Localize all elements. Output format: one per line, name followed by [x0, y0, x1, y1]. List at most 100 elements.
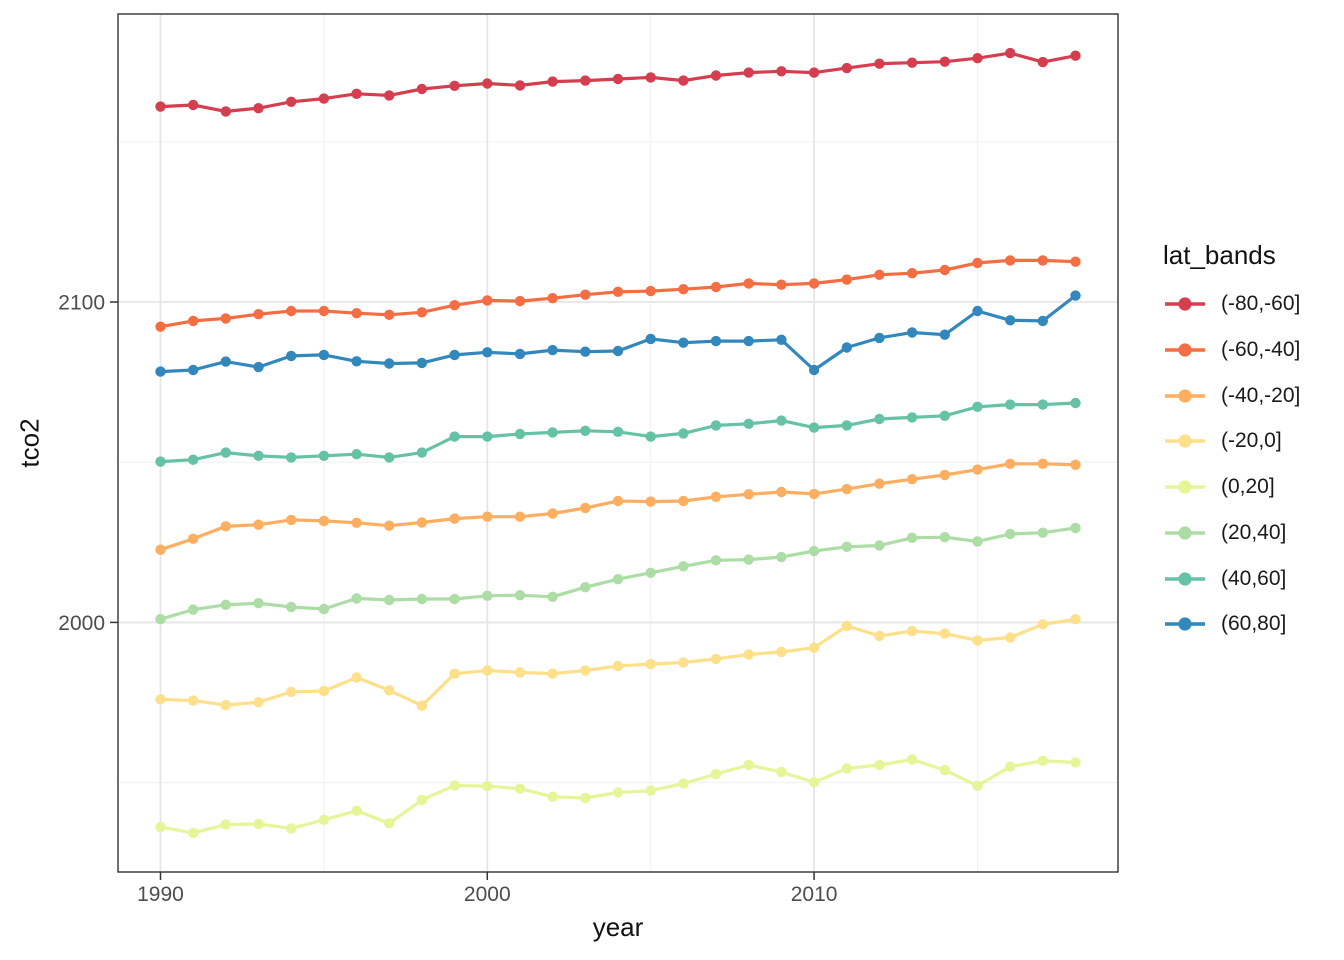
data-point-(60,80] — [220, 356, 231, 367]
data-point-(20,40] — [874, 540, 885, 551]
x-tick-label: 2010 — [791, 883, 838, 906]
data-point-(20,40] — [906, 532, 918, 543]
data-point-(-80,-60] — [318, 93, 330, 104]
data-point-(-40,-20] — [547, 508, 558, 519]
data-point-(40,60] — [841, 420, 852, 431]
data-point-(-40,-20] — [351, 517, 362, 528]
y-axis-title: tco2 — [14, 418, 45, 468]
data-point-(-60,-40] — [1037, 255, 1049, 266]
data-point-(20,40] — [318, 603, 330, 615]
data-point-(0,20] — [547, 791, 558, 802]
legend-label: (-40,-20] — [1221, 383, 1301, 407]
legend-item-(40,60]: (40,60] — [1163, 556, 1286, 602]
legend-key-point — [1178, 297, 1192, 311]
data-point-(40,60] — [253, 450, 264, 461]
data-point-(60,80] — [416, 357, 428, 369]
data-point-(-20,0] — [678, 657, 689, 668]
data-point-(40,60] — [547, 427, 558, 438]
data-point-(60,80] — [808, 364, 820, 376]
data-point-(40,60] — [482, 431, 493, 442]
data-point-(-20,0] — [220, 699, 231, 711]
data-point-(20,40] — [449, 593, 460, 605]
data-point-(60,80] — [1070, 290, 1081, 301]
data-point-(-20,0] — [286, 686, 297, 698]
data-point-(20,40] — [612, 574, 624, 585]
legend-key-icon — [1165, 297, 1205, 311]
data-point-(-40,-20] — [645, 496, 656, 507]
data-point-(40,60] — [416, 447, 428, 458]
legend-key-point — [1178, 617, 1192, 631]
data-point-(-80,-60] — [351, 88, 362, 100]
data-point-(0,20] — [580, 792, 591, 804]
data-point-(20,40] — [514, 590, 526, 601]
data-point-(0,20] — [449, 780, 460, 791]
data-point-(20,40] — [1070, 522, 1081, 534]
data-point-(-60,-40] — [743, 278, 754, 289]
data-point-(-20,0] — [155, 694, 166, 705]
data-point-(-60,-40] — [1070, 256, 1081, 267]
data-point-(0,20] — [906, 754, 918, 765]
data-point-(-80,-60] — [776, 66, 787, 77]
data-point-(60,80] — [514, 348, 526, 360]
data-point-(40,60] — [972, 401, 983, 412]
data-point-(40,60] — [155, 456, 166, 467]
data-point-(60,80] — [384, 358, 395, 369]
data-point-(-60,-40] — [351, 308, 362, 319]
legend-item-(-40,-20]: (-40,-20] — [1163, 373, 1300, 419]
data-point-(-20,0] — [645, 658, 656, 670]
data-point-(-20,0] — [1005, 632, 1016, 643]
data-point-(-80,-60] — [286, 96, 297, 108]
data-point-(0,20] — [808, 777, 820, 788]
legend-label: (0,20] — [1221, 475, 1275, 498]
data-point-(-20,0] — [743, 649, 754, 660]
data-point-(-60,-40] — [710, 281, 722, 293]
data-point-(-40,-20] — [710, 491, 722, 502]
legend-key-icon — [1165, 617, 1205, 631]
legend-key-point — [1178, 343, 1192, 357]
data-point-(20,40] — [776, 551, 787, 563]
data-point-(-20,0] — [972, 635, 983, 646]
data-point-(-20,0] — [612, 660, 624, 672]
data-point-(60,80] — [874, 332, 885, 344]
data-point-(40,60] — [449, 431, 460, 442]
data-point-(-80,-60] — [743, 67, 754, 78]
data-point-(-40,-20] — [482, 511, 493, 522]
data-point-(-80,-60] — [874, 58, 885, 69]
data-point-(-80,-60] — [710, 70, 722, 81]
legend-item-(-60,-40]: (-60,-40] — [1163, 327, 1300, 373]
data-point-(-60,-40] — [220, 313, 231, 324]
x-tick-label: 1990 — [137, 883, 184, 906]
data-point-(40,60] — [710, 420, 722, 431]
data-point-(60,80] — [710, 335, 722, 347]
data-point-(-40,-20] — [906, 474, 918, 485]
data-point-(60,80] — [1005, 315, 1016, 326]
data-point-(-60,-40] — [416, 307, 428, 318]
data-point-(0,20] — [220, 819, 231, 830]
data-point-(40,60] — [1070, 397, 1081, 409]
data-point-(40,60] — [1005, 399, 1016, 410]
panel-border — [117, 13, 1119, 873]
data-point-(-20,0] — [547, 668, 558, 679]
data-point-(60,80] — [318, 349, 330, 361]
data-point-(60,80] — [351, 356, 362, 367]
legend-key-point — [1178, 388, 1192, 403]
data-point-(-40,-20] — [384, 520, 395, 531]
data-point-(-20,0] — [841, 620, 852, 632]
legend-label: (20,40] — [1221, 520, 1287, 544]
data-point-(-60,-40] — [939, 264, 950, 276]
data-point-(0,20] — [939, 764, 950, 776]
data-point-(60,80] — [612, 345, 624, 357]
data-point-(20,40] — [384, 594, 395, 606]
data-point-(60,80] — [286, 350, 297, 362]
data-point-(0,20] — [1005, 761, 1016, 772]
data-point-(-80,-60] — [416, 83, 428, 95]
data-point-(40,60] — [808, 422, 820, 433]
data-point-(-60,-40] — [612, 286, 624, 297]
data-point-(-80,-60] — [188, 99, 199, 111]
data-point-(-60,-40] — [188, 315, 199, 327]
data-point-(-80,-60] — [939, 56, 950, 67]
legend-label: (60,80] — [1221, 612, 1287, 636]
data-point-(-20,0] — [449, 668, 460, 679]
data-point-(60,80] — [841, 342, 852, 353]
data-point-(-80,-60] — [906, 57, 918, 68]
